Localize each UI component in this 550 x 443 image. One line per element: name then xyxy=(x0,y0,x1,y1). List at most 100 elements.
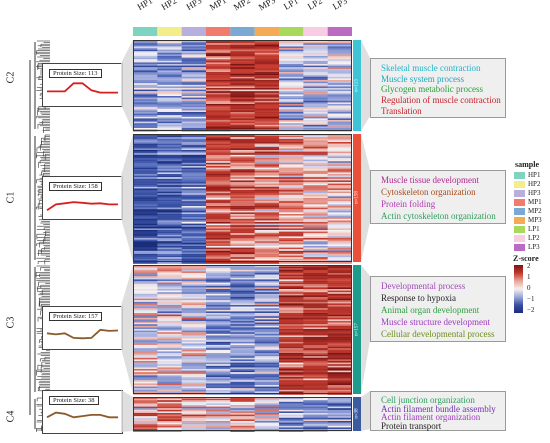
sample-swatch-hp3 xyxy=(181,27,206,36)
legend-item-lp1: LP1 xyxy=(514,225,540,234)
protein-size-label: Protein Size: 158 xyxy=(49,182,102,191)
sample-swatch-hp2 xyxy=(157,27,182,36)
legend-label: LP2 xyxy=(528,234,540,242)
legend-swatch xyxy=(514,225,525,233)
cluster-bar-c3 xyxy=(353,265,361,394)
legend-label: HP2 xyxy=(528,180,541,188)
legend-item-hp1: HP1 xyxy=(514,171,540,180)
cluster-count-c1: n=158 xyxy=(354,191,360,204)
protein-profile-c1: Protein Size: 158 xyxy=(42,176,123,220)
right-connector xyxy=(361,40,370,131)
go-term: Cell junction organization xyxy=(381,395,475,406)
go-term: Actin filament bundle assembly xyxy=(381,403,496,414)
go-term: Regulation of muscle contraction xyxy=(381,94,501,105)
heatmap-block-c3 xyxy=(133,265,352,395)
zscore-tick: −1 xyxy=(527,295,535,303)
protein-profile-line xyxy=(46,411,118,419)
protein-profile-line xyxy=(46,201,118,211)
sample-swatch-mp2 xyxy=(230,27,255,36)
legend-item-hp2: HP2 xyxy=(514,180,540,189)
go-term: Muscle tissue development xyxy=(381,175,479,186)
protein-size-label: Protein Size: 38 xyxy=(49,396,99,405)
sample-swatch-mp3 xyxy=(254,27,279,36)
go-term: Translation xyxy=(381,105,422,116)
legend-item-lp3: LP3 xyxy=(514,243,540,252)
cluster-bar-c2 xyxy=(353,40,361,131)
sample-swatch-lp2 xyxy=(303,27,328,36)
legend-item-mp2: MP2 xyxy=(514,207,542,216)
sample-swatch-hp1 xyxy=(133,27,158,36)
legend-swatch xyxy=(514,180,525,188)
sample-swatch-mp1 xyxy=(206,27,231,36)
cluster-count-c4: n=38 xyxy=(354,408,360,419)
left-connector xyxy=(121,134,133,262)
go-panel-c4: Cell junction organization Actin filament… xyxy=(370,391,506,431)
cluster-bar-c4 xyxy=(353,397,361,431)
go-term: Muscle structure development xyxy=(381,316,490,327)
go-term: Protein folding xyxy=(381,198,436,209)
legend-swatch xyxy=(514,189,525,197)
legend-swatch xyxy=(514,171,525,179)
zscore-tick: 2 xyxy=(527,262,531,270)
legend-label: LP1 xyxy=(528,225,540,233)
go-term: Skeletal muscle contraction xyxy=(381,62,481,73)
protein-profile-c2: Protein Size: 113 xyxy=(42,63,123,107)
legend-item-hp3: HP3 xyxy=(514,189,540,198)
right-connector xyxy=(361,134,370,262)
go-term: Actin filament organization xyxy=(381,412,481,423)
left-connector xyxy=(121,390,133,432)
legend-swatch xyxy=(514,216,525,224)
protein-size-label: Protein Size: 157 xyxy=(49,312,102,321)
go-term: Animal organ development xyxy=(381,304,480,315)
heatmap-block-border xyxy=(133,397,352,431)
cluster-count-c3: n=157 xyxy=(354,322,360,336)
legend-swatch xyxy=(514,243,525,251)
zscore-tick: −2 xyxy=(527,306,535,314)
legend-label: MP3 xyxy=(528,216,542,224)
legend-label: MP1 xyxy=(528,198,542,206)
legend-swatch xyxy=(514,234,525,242)
heatmap-block-c4 xyxy=(133,397,352,432)
legend-item-mp1: MP1 xyxy=(514,198,542,207)
left-connector xyxy=(121,265,133,394)
zscore-legend-title: Z-score xyxy=(513,254,539,263)
right-connector xyxy=(361,391,370,431)
go-term: Muscle system process xyxy=(381,73,464,84)
zscore-gradient xyxy=(514,265,523,313)
heatmap-block-border xyxy=(133,134,352,262)
heatmap xyxy=(133,40,352,432)
heatmap-block-border xyxy=(133,40,352,131)
go-term: Glycogen metabolic process xyxy=(381,84,483,95)
go-panel-c2: Skeletal muscle contraction Muscle system… xyxy=(370,58,506,118)
zscore-tick: 0 xyxy=(527,284,531,292)
go-panel-c3: Developmental process Response to hypoxia… xyxy=(370,276,506,342)
cluster-bar-c1 xyxy=(353,134,361,262)
sample-swatch-lp3 xyxy=(327,27,352,36)
right-connector xyxy=(361,265,370,394)
zscore-tick: 1 xyxy=(527,273,531,281)
go-term: Protein transport xyxy=(381,420,442,431)
sample-swatch-lp1 xyxy=(279,27,304,36)
protein-profile-line xyxy=(47,82,118,94)
protein-profile-line xyxy=(46,328,119,340)
go-panel-c1: Muscle tissue development Cytoskeleton or… xyxy=(370,170,506,224)
protein-profile-c4: Protein Size: 38 xyxy=(42,390,123,434)
go-term: Cytoskeleton organization xyxy=(381,186,476,197)
legend-label: HP1 xyxy=(528,171,541,179)
legend-item-lp2: LP2 xyxy=(514,234,540,243)
legend-swatch xyxy=(514,207,525,215)
left-connector xyxy=(121,40,133,131)
heatmap-block-c1 xyxy=(133,134,352,264)
go-term: Developmental process xyxy=(381,281,466,292)
heatmap-block-border xyxy=(133,265,352,394)
go-term: Cellular developmental process xyxy=(381,328,495,339)
legend-label: HP3 xyxy=(528,189,541,197)
legend-label: MP2 xyxy=(528,207,542,215)
protein-size-label: Protein Size: 113 xyxy=(49,69,102,78)
sample-legend-title: sample xyxy=(515,160,539,169)
go-term: Response to hypoxia xyxy=(381,293,456,303)
